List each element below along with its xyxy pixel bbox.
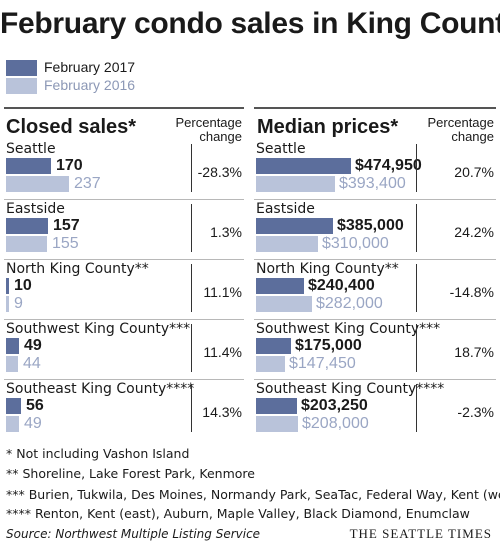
closed-sales-row-rule xyxy=(4,379,244,380)
median-prices-pct-change: 18.7% xyxy=(454,344,494,360)
closed-sales-bar-2016 xyxy=(6,176,69,192)
median-prices-pct-change: 20.7% xyxy=(454,164,494,180)
closed-sales-pct-change: -28.3% xyxy=(197,164,242,180)
closed-sales-bar-2017 xyxy=(6,218,48,234)
median-prices-region-label: Southeast King County**** xyxy=(256,381,445,397)
closed-sales-bar-2016 xyxy=(6,296,9,312)
footnote-4: **** Renton, Kent (east), Auburn, Maple … xyxy=(6,506,470,521)
closed-sales-region-label: Southwest King County*** xyxy=(6,321,191,337)
closed-sales-bar-2017 xyxy=(6,158,51,174)
closed-sales-value-2016: 9 xyxy=(14,295,23,312)
median-prices-bar-2017 xyxy=(256,338,291,354)
closed-sales-row-rule xyxy=(4,259,244,260)
closed-sales-separator xyxy=(191,384,192,432)
closed-sales-pct-change: 14.3% xyxy=(202,404,242,420)
closed-sales-row-rule xyxy=(4,319,244,320)
median-prices-top-rule xyxy=(254,107,496,109)
closed-sales-region-label: Southeast King County**** xyxy=(6,381,195,397)
median-prices-region-label: Southwest King County*** xyxy=(256,321,441,337)
closed-sales-region-label: North King County** xyxy=(6,261,149,277)
closed-sales-pct-heading: Percentage change xyxy=(175,115,243,144)
median-prices-bar-2016 xyxy=(256,416,298,432)
footnote-2: ** Shoreline, Lake Forest Park, Kenmore xyxy=(6,466,255,481)
closed-sales-region-label: Seattle xyxy=(6,141,56,157)
median-prices-value-2017: $385,000 xyxy=(337,217,404,234)
median-prices-bar-2016 xyxy=(256,176,335,192)
median-prices-bar-2016 xyxy=(256,296,312,312)
closed-sales-row-rule xyxy=(4,199,244,200)
median-prices-bar-2017 xyxy=(256,398,297,414)
median-prices-value-2016: $310,000 xyxy=(322,235,389,252)
closed-sales-pct-change: 1.3% xyxy=(210,224,242,240)
closed-sales-top-rule xyxy=(4,107,244,109)
median-prices-separator xyxy=(416,144,417,192)
closed-sales-separator xyxy=(191,264,192,312)
closed-sales-value-2016: 237 xyxy=(74,175,101,192)
median-prices-separator xyxy=(416,384,417,432)
median-prices-value-2016: $208,000 xyxy=(302,415,369,432)
closed-sales-bar-2016 xyxy=(6,356,18,372)
median-prices-value-2016: $147,450 xyxy=(289,355,356,372)
median-prices-separator xyxy=(416,264,417,312)
median-prices-pct-change: -2.3% xyxy=(457,404,494,420)
median-prices-bar-2016 xyxy=(256,236,318,252)
closed-sales-bar-2016 xyxy=(6,236,47,252)
closed-sales-separator xyxy=(191,324,192,372)
chart-title: February condo sales in King County xyxy=(0,7,500,40)
median-prices-value-2016: $282,000 xyxy=(316,295,383,312)
closed-sales-separator xyxy=(191,204,192,252)
median-prices-bar-2017 xyxy=(256,158,351,174)
closed-sales-value-2017: 170 xyxy=(56,157,83,174)
closed-sales-value-2017: 49 xyxy=(24,337,42,354)
median-prices-pct-heading: Percentage change xyxy=(427,115,495,144)
median-prices-separator xyxy=(416,324,417,372)
closed-sales-region-label: Eastside xyxy=(6,201,65,217)
closed-sales-bar-2017 xyxy=(6,278,9,294)
median-prices-row-rule xyxy=(254,259,496,260)
median-prices-region-label: Eastside xyxy=(256,201,315,217)
median-prices-value-2017: $203,250 xyxy=(301,397,368,414)
closed-sales-value-2017: 56 xyxy=(26,397,44,414)
closed-sales-value-2016: 155 xyxy=(52,235,79,252)
closed-sales-separator xyxy=(191,144,192,192)
footnote-3: *** Burien, Tukwila, Des Moines, Normand… xyxy=(6,487,500,502)
median-prices-row-rule xyxy=(254,319,496,320)
closed-sales-value-2016: 49 xyxy=(24,415,42,432)
closed-sales-pct-change: 11.1% xyxy=(203,284,242,300)
median-prices-bar-2016 xyxy=(256,356,285,372)
closed-sales-value-2017: 10 xyxy=(14,277,32,294)
legend-label-2016: February 2016 xyxy=(44,77,136,93)
legend-label-2017: February 2017 xyxy=(44,59,136,75)
closed-sales-value-2017: 157 xyxy=(53,217,80,234)
median-prices-region-label: North King County** xyxy=(256,261,399,277)
closed-sales-bar-2017 xyxy=(6,398,21,414)
median-prices-separator xyxy=(416,204,417,252)
legend-swatch-2017 xyxy=(6,60,37,76)
footnote-1: * Not including Vashon Island xyxy=(6,446,190,461)
legend-swatch-2016 xyxy=(6,78,37,94)
source-credit: Source: Northwest Multiple Listing Servi… xyxy=(6,527,261,541)
median-prices-value-2016: $393,400 xyxy=(339,175,406,192)
median-prices-value-2017: $240,400 xyxy=(308,277,375,294)
median-prices-pct-change: 24.2% xyxy=(454,224,494,240)
median-prices-bar-2017 xyxy=(256,218,333,234)
median-prices-region-label: Seattle xyxy=(256,141,306,157)
median-prices-row-rule xyxy=(254,199,496,200)
closed-sales-value-2016: 44 xyxy=(23,355,41,372)
closed-sales-bar-2017 xyxy=(6,338,19,354)
median-prices-pct-change: -14.8% xyxy=(449,284,494,300)
closed-sales-bar-2016 xyxy=(6,416,19,432)
median-prices-value-2017: $175,000 xyxy=(295,337,362,354)
closed-sales-pct-change: 11.4% xyxy=(203,344,242,360)
median-prices-row-rule xyxy=(254,379,496,380)
median-prices-bar-2017 xyxy=(256,278,304,294)
median-prices-heading: Median prices* xyxy=(257,116,399,138)
closed-sales-heading: Closed sales* xyxy=(6,116,137,138)
publisher-brand: THE SEATTLE TIMES xyxy=(349,526,492,541)
median-prices-value-2017: $474,950 xyxy=(355,157,422,174)
